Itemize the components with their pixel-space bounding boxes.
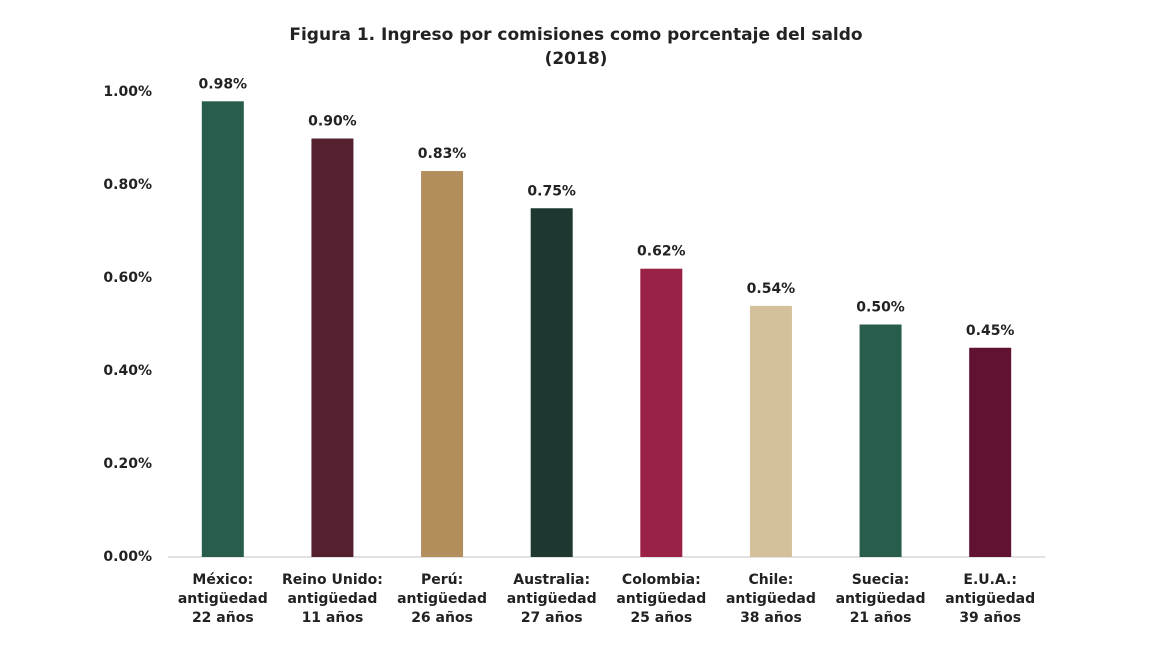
value-label: 0.62% xyxy=(637,244,686,260)
x-tick-label: antigüedad xyxy=(178,591,268,607)
x-tick-label: 22 años xyxy=(192,610,254,626)
y-tick-label: 0.00% xyxy=(103,549,152,565)
x-tick-label: 11 años xyxy=(302,610,364,626)
x-tick-label: Perú: xyxy=(421,572,463,588)
value-label: 0.54% xyxy=(747,281,796,297)
x-tick-label: Chile: xyxy=(748,572,793,588)
x-tick-label: E.U.A.: xyxy=(963,572,1017,588)
x-tick-label: antigüedad xyxy=(836,591,926,607)
y-tick-label: 0.20% xyxy=(103,456,152,472)
value-label: 0.83% xyxy=(418,146,467,162)
x-tick-label: antigüedad xyxy=(397,591,487,607)
bar xyxy=(530,208,573,557)
x-tick-label: antigüedad xyxy=(507,591,597,607)
value-label: 0.75% xyxy=(527,183,576,199)
y-tick-label: 0.80% xyxy=(103,177,152,193)
value-label: 0.98% xyxy=(199,76,248,92)
value-label: 0.50% xyxy=(856,300,905,316)
x-tick-label: Reino Unido: xyxy=(282,572,383,588)
x-tick-label: 25 años xyxy=(630,610,692,626)
x-tick-label: 21 años xyxy=(850,610,912,626)
bar xyxy=(201,101,244,558)
x-tick-label: 27 años xyxy=(521,610,583,626)
bar xyxy=(859,324,902,557)
bar xyxy=(749,305,792,557)
value-label: 0.45% xyxy=(966,323,1015,339)
y-tick-label: 1.00% xyxy=(103,84,152,100)
bar xyxy=(421,171,464,558)
x-tick-label: antigüedad xyxy=(287,591,377,607)
bar xyxy=(640,268,683,557)
y-tick-label: 0.40% xyxy=(103,363,152,379)
bar xyxy=(311,138,354,557)
x-tick-label: antigüedad xyxy=(726,591,816,607)
chart-subtitle: (2018) xyxy=(545,49,608,69)
x-tick-label: México: xyxy=(192,572,253,588)
bar xyxy=(969,347,1012,557)
x-tick-label: Australia: xyxy=(513,572,590,588)
x-tick-label: 38 años xyxy=(740,610,802,626)
value-label: 0.90% xyxy=(308,114,357,130)
x-tick-label: antigüedad xyxy=(945,591,1035,607)
x-tick-label: 26 años xyxy=(411,610,473,626)
x-tick-label: 39 años xyxy=(959,610,1021,626)
x-tick-label: Colombia: xyxy=(622,572,701,588)
x-tick-label: antigüedad xyxy=(616,591,706,607)
x-tick-label: Suecia: xyxy=(852,572,910,588)
y-tick-label: 0.60% xyxy=(103,270,152,286)
chart-title: Figura 1. Ingreso por comisiones como po… xyxy=(289,25,862,45)
